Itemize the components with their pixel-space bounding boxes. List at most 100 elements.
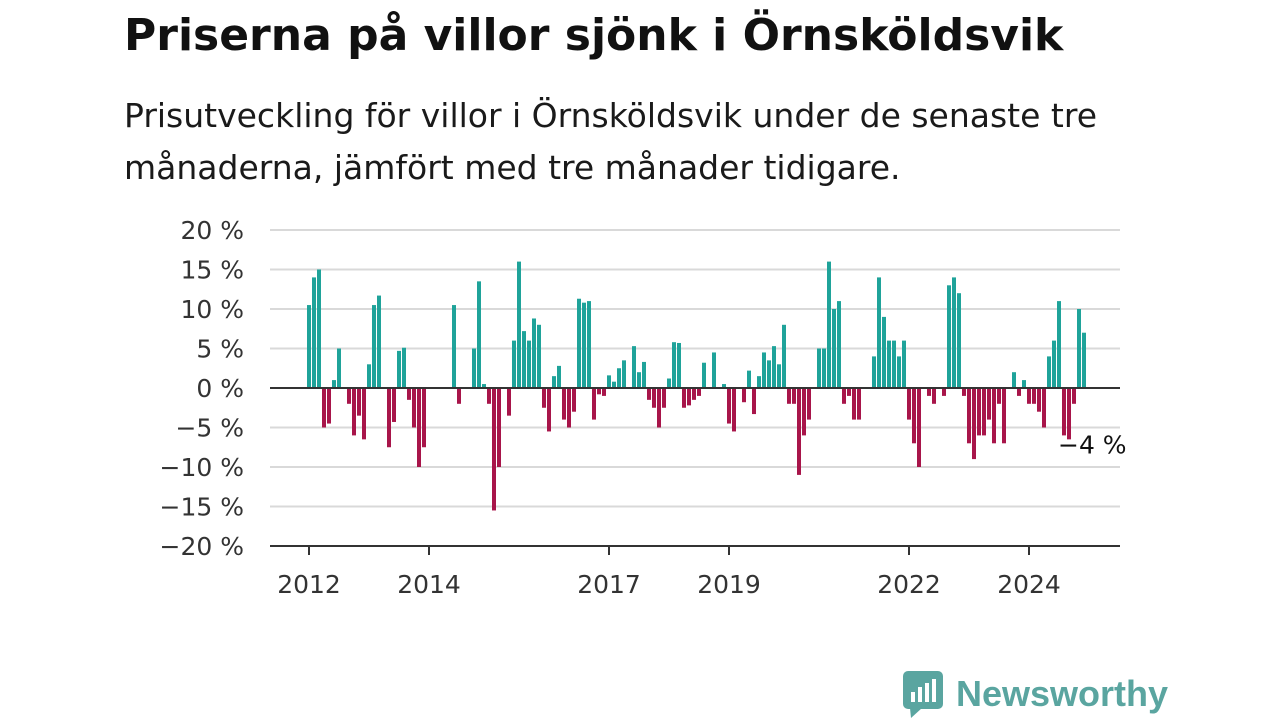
bar [562,388,566,420]
x-tick-label: 2022 [877,570,941,599]
bar [512,340,516,388]
bar [307,305,311,388]
bar [877,277,881,388]
bar [927,388,931,396]
bar [987,388,991,420]
bar [682,388,686,408]
bar [457,388,461,404]
bar [1002,388,1006,444]
bar [327,388,331,424]
y-tick-label: −15 % [160,493,244,522]
bar [882,316,886,388]
bar [1047,356,1051,388]
bar [402,347,406,388]
bar [542,388,546,408]
bar [1062,388,1066,436]
bar [702,362,706,388]
bar [492,388,496,511]
bar [647,388,651,400]
bar [912,388,916,444]
bar [827,261,831,388]
bar [857,388,861,420]
bar [782,324,786,388]
bar [602,388,606,396]
y-axis-labels: 20 % 15 % 10 % 5 % 0 % −5 % −10 % −15 % −20 % [160,216,244,561]
newsworthy-logo-text: Newsworthy [956,673,1169,714]
bar [1012,372,1016,388]
bar [757,376,761,388]
bar [807,388,811,420]
bar [322,388,326,428]
bar [897,356,901,388]
bar [1022,380,1026,388]
y-tick-label: 20 % [180,216,244,245]
bar [962,388,966,396]
bar [357,388,361,416]
bar [352,388,356,436]
bar [397,350,401,388]
x-tick-label: 2024 [997,570,1061,599]
bar [777,364,781,388]
bar [957,293,961,388]
bar [972,388,976,460]
x-tick-label: 2014 [397,570,461,599]
bar [1057,301,1061,388]
bar [482,384,486,388]
bar [537,324,541,388]
last-value-annotation: −4 % [1056,428,1130,462]
y-tick-label: 0 % [196,374,244,403]
bar [797,388,801,475]
bar [367,364,371,388]
bar [942,388,946,396]
bar [582,302,586,388]
bar [887,340,891,388]
bar [637,372,641,388]
bar [507,388,511,416]
bar [967,388,971,444]
bar [362,388,366,440]
y-tick-label: −20 % [160,532,244,561]
bar [312,277,316,388]
bar [977,388,981,436]
bar [1042,388,1046,428]
chart-title: Priserna på villor sjönk i Örnsköldsvik [124,10,1064,61]
bar [1037,388,1041,412]
bar [712,352,716,388]
bar [547,388,551,432]
bar [422,388,426,448]
bar [392,388,396,422]
bar [872,356,876,388]
bar [747,370,751,388]
bar [677,342,681,388]
bar [527,340,531,388]
bar [592,388,596,420]
bar [557,365,561,388]
bar [487,388,491,404]
bar [752,388,756,415]
bar [832,309,836,388]
newsworthy-logo: Newsworthy [902,670,1168,718]
bar [802,388,806,436]
bar [947,285,951,388]
bar [472,348,476,388]
bar [347,388,351,404]
bar [767,360,771,388]
bar [517,261,521,388]
bar [1052,340,1056,388]
annotation-label: −4 % [1058,430,1127,459]
bar [902,340,906,388]
bar [532,318,536,388]
y-tick-label: −10 % [160,453,244,482]
bar [742,388,746,403]
y-tick-label: 15 % [180,256,244,285]
bar [992,388,996,444]
bar [597,388,601,395]
bar [697,388,701,396]
newsworthy-logo-icon [903,671,943,718]
bar [907,388,911,420]
bar [662,388,666,408]
x-tick-label: 2012 [277,570,341,599]
bar [632,346,636,388]
bar [372,305,376,388]
y-tick-label: 5 % [196,335,244,364]
